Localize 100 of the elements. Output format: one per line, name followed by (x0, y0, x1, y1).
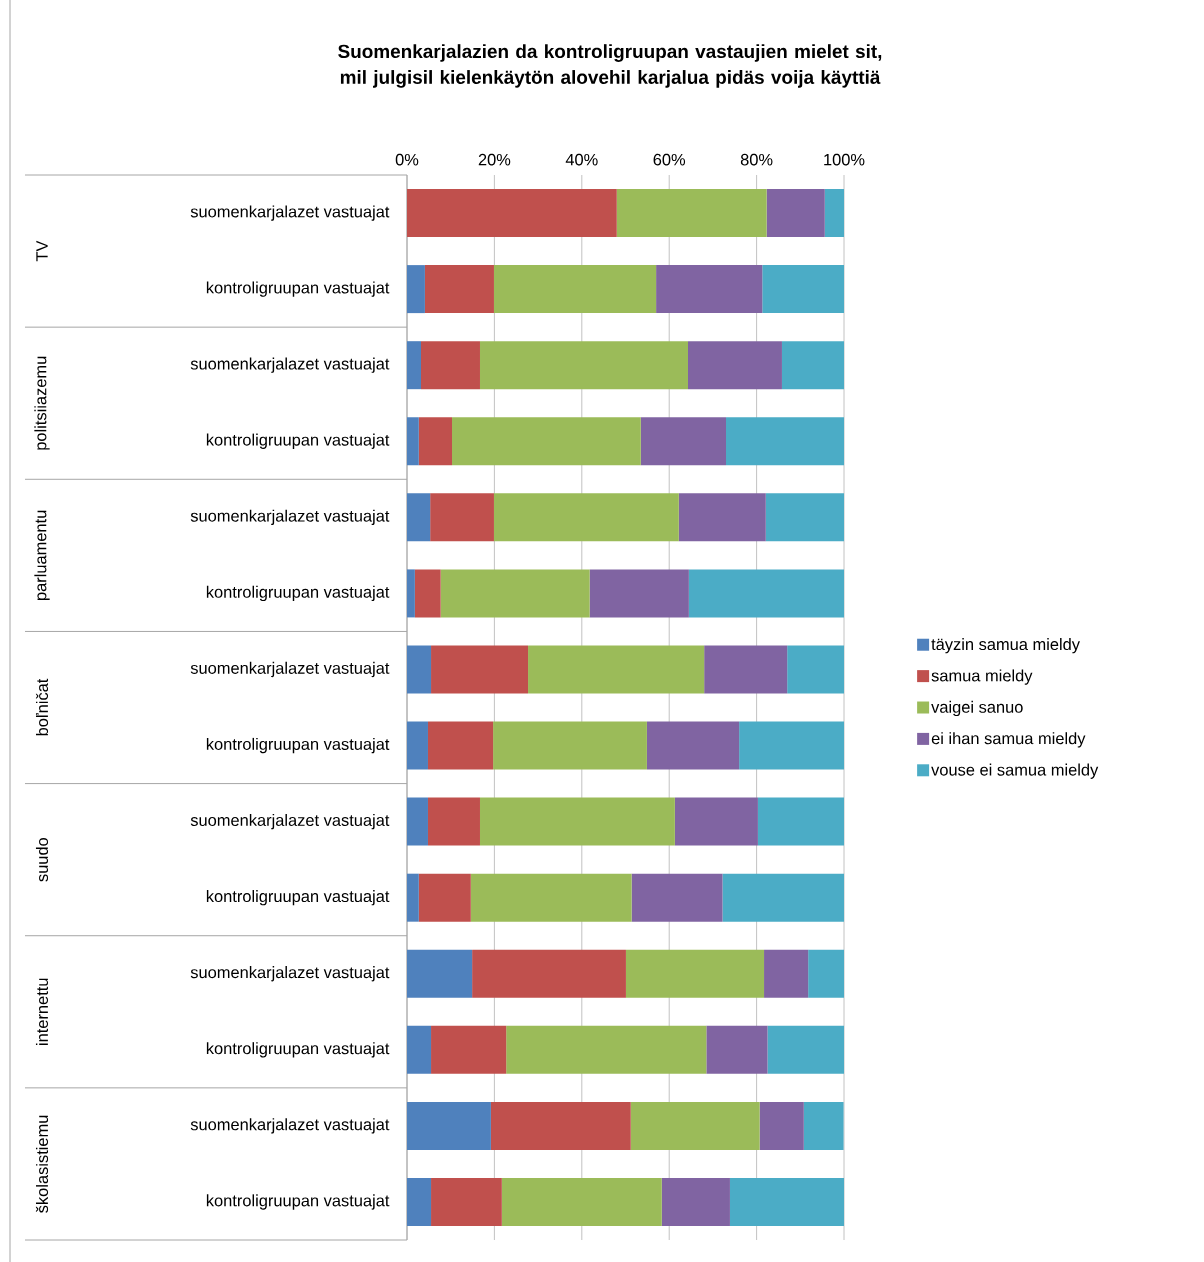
bar (762, 265, 844, 314)
text: parluamentu (34, 510, 50, 600)
legend-label: ei ihan samua mieldy (931, 732, 1086, 748)
bar (407, 797, 428, 846)
bar (766, 189, 825, 238)
bar (767, 1025, 844, 1074)
bar (430, 493, 494, 542)
bar (418, 417, 453, 466)
y-tick-label: kontroligruupan vastuajat (206, 890, 390, 906)
bar (704, 645, 788, 694)
bar (427, 721, 494, 770)
legend-label: samua mieldy (931, 669, 1033, 685)
y-tick-label: suomenkarjalazet vastuajat (190, 205, 390, 221)
bar (431, 645, 529, 694)
bar (440, 569, 590, 618)
bar (493, 265, 657, 314)
bar (808, 949, 844, 998)
bar (824, 189, 844, 238)
bar (493, 721, 647, 770)
bar (506, 1025, 707, 1074)
y-tick-label: kontroligruupan vastuajat (206, 281, 390, 297)
bar (407, 189, 617, 238)
bar (631, 873, 723, 922)
x-tick-label: 60% (653, 153, 686, 166)
bar (407, 1177, 432, 1226)
y-tick-label: kontroligruupan vastuajat (206, 1194, 390, 1210)
bar (501, 1177, 662, 1226)
bar (407, 569, 415, 618)
bar (739, 721, 844, 770)
bar (759, 1101, 804, 1150)
legend-label: vaigei sanuo (931, 700, 1023, 717)
bar (803, 1101, 844, 1150)
bar (765, 493, 844, 542)
bar (431, 1025, 507, 1074)
bar (764, 949, 809, 998)
bar (452, 417, 641, 466)
text: boľničat (35, 678, 49, 736)
bar (420, 341, 480, 390)
bar (414, 569, 441, 618)
bar (528, 645, 705, 694)
bar (640, 417, 727, 466)
y-tick-label: kontroligruupan vastuajat (206, 433, 390, 449)
x-tick-label: 40% (565, 153, 598, 166)
bar (674, 797, 758, 846)
bar (646, 721, 740, 770)
legend-label: vouse ei samua mieldy (931, 763, 1099, 779)
bar (722, 873, 844, 922)
bar (625, 949, 765, 998)
y-tick-label: kontroligruupan vastuajat (206, 1042, 390, 1058)
bar (407, 417, 419, 466)
bar (418, 873, 471, 922)
x-tick-label: 100% (824, 153, 865, 166)
bar (407, 1101, 491, 1150)
y-tick-label: kontroligruupan vastuajat (206, 737, 390, 754)
bar (688, 341, 782, 390)
bar (407, 873, 419, 922)
bar (479, 797, 675, 846)
bar (490, 1101, 631, 1150)
text: suudo (35, 837, 49, 882)
y-tick-label: kontroligruupan vastuajat (206, 585, 390, 602)
chart-title: Suomenkarjalazien da kontroligruupan vastaujien mielet sit, mil julgisil kielenkäytön alovehil karjalua pidäs voija käyttiä (338, 44, 882, 88)
bar (479, 341, 688, 390)
bar (407, 721, 428, 770)
legend-label: täyzin samua mieldy (931, 638, 1080, 654)
text: TV (36, 240, 48, 262)
bar (427, 797, 480, 846)
bar (616, 189, 767, 238)
bar (656, 265, 763, 314)
bar (678, 493, 766, 542)
x-tick-label: 0% (395, 153, 419, 166)
bar (470, 873, 632, 922)
bar (757, 797, 844, 846)
bar (424, 265, 494, 314)
bar (431, 1177, 502, 1226)
bar (407, 949, 473, 998)
x-tick-label: 20% (478, 153, 511, 166)
bar (407, 341, 421, 390)
text: politsiiazemu (34, 356, 50, 450)
bar (472, 949, 626, 998)
y-tick-label: suomenkarjalazet vastuajat (190, 813, 390, 830)
bar (407, 265, 425, 314)
bar (407, 645, 432, 694)
bar (781, 341, 844, 390)
x-tick-label: 80% (740, 153, 773, 166)
bar (706, 1025, 768, 1074)
bar (726, 417, 844, 466)
bar (407, 1025, 432, 1074)
bar (407, 493, 431, 542)
y-tick-label: suomenkarjalazet vastuajat (190, 661, 390, 678)
bar (729, 1177, 844, 1226)
y-tick-label: suomenkarjalazet vastuajat (190, 1118, 390, 1134)
bar (661, 1177, 730, 1226)
bar (787, 645, 844, 694)
text: internettu (35, 978, 49, 1045)
bar (630, 1101, 760, 1150)
y-tick-label: suomenkarjalazet vastuajat (190, 357, 390, 373)
bar (589, 569, 689, 618)
text: školasistiemu (35, 1115, 49, 1213)
bar (493, 493, 679, 542)
bar (688, 569, 844, 618)
